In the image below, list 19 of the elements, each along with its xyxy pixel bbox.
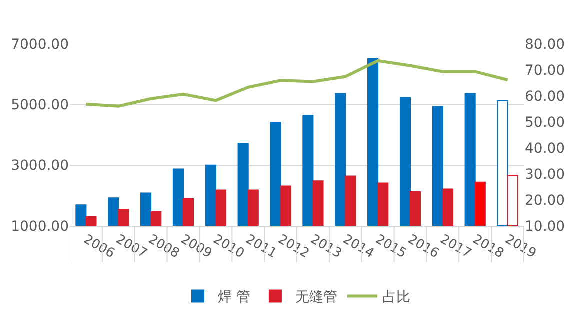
y2-tick-label: 60.00 — [525, 88, 566, 105]
y2-tick-label: 80.00 — [525, 36, 566, 53]
legend-label: 占比 — [382, 290, 410, 306]
x-tick-label: 2009 — [178, 232, 214, 262]
y2-tick-label: 40.00 — [525, 140, 566, 157]
line-series — [84, 59, 510, 108]
y2-tick-label: 50.00 — [525, 114, 566, 131]
x-tick-label: 2019 — [502, 232, 539, 262]
legend-label: 焊 管 — [218, 290, 250, 306]
y2-tick-label: 20.00 — [525, 192, 566, 209]
y-tick-label: 1000.00 — [11, 218, 69, 235]
y-tick-label: 3000.00 — [11, 158, 69, 174]
y2-tick-label: 70.00 — [525, 62, 566, 79]
y2-tick-label: 10.00 — [525, 218, 566, 235]
y2-tick-label: 30.00 — [525, 166, 566, 183]
y-tick-label: 7000.00 — [11, 36, 69, 53]
legend-label: 无缝管 — [295, 290, 338, 306]
y-tick-label: 5000.00 — [11, 98, 69, 114]
x-tick-label: 2017 — [438, 232, 474, 262]
